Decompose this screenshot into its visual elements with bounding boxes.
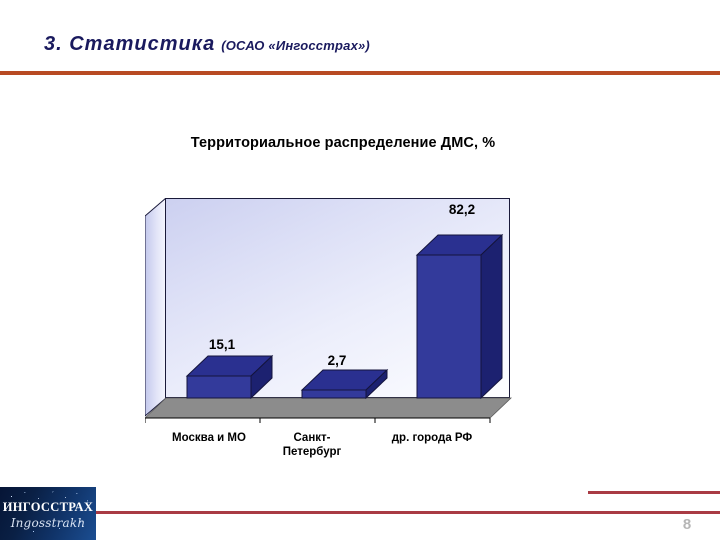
logo-script-text: Ingosstrakh [10,516,86,530]
bar-moscow[interactable] [169,198,289,420]
chart-container: Территориальное распределение ДМС, % [0,130,720,470]
page-title-main: 3. Статистика [44,33,216,55]
chart-plot-area: 15,1 2,7 82,2 Москва и МО Санкт-Петербур… [145,198,525,458]
page-number: 8 [682,516,692,533]
company-logo: ИНГОССТРАХ Ingosstrakh [0,487,96,540]
category-label-moscow: Москва и МО [172,432,246,444]
chart-title: Территориальное распределение ДМС, % [190,135,496,151]
bar-saint-petersburg[interactable] [284,198,404,420]
category-label-saint-petersburg: Санкт-Петербург [282,432,342,458]
page-title: 3. Статистика (ОСАО «Ингосстрах») [44,33,370,56]
footer-divider-long [96,511,720,514]
logo-sparkles-decoration [0,487,96,540]
header-divider [0,71,720,75]
chart-category-axis [145,417,491,423]
category-label-other-cities: др. города РФ [391,432,473,444]
bar-value-other-cities: 82,2 [448,202,476,217]
bar-value-saint-petersburg: 2,7 [327,353,347,368]
logo-name-text: ИНГОССТРАХ [2,500,94,514]
page-title-subtitle: (ОСАО «Ингосстрах») [221,38,370,53]
bar-value-moscow: 15,1 [208,337,236,352]
footer-divider-short [588,491,720,494]
bar-other-cities[interactable] [399,198,519,420]
